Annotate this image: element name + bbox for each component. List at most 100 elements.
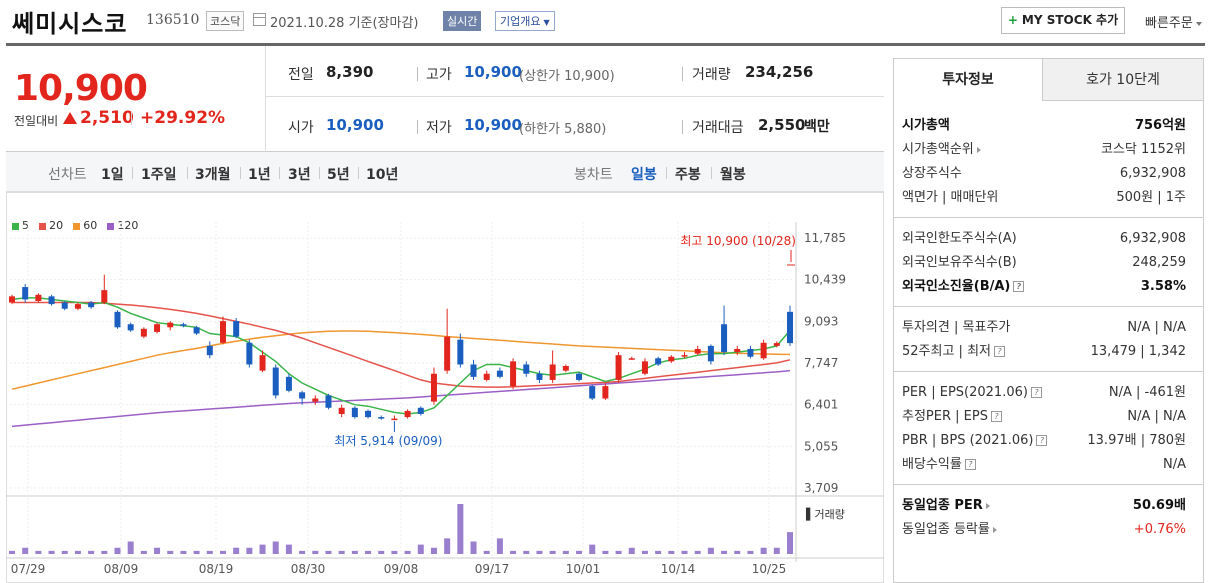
x-tick-label: 08/09 — [104, 562, 139, 576]
help-icon[interactable]: ? — [1013, 281, 1025, 292]
candle-body — [127, 324, 134, 331]
info-row-est-per: 추정PER | EPS? N/A | N/A — [902, 409, 1186, 424]
y-tick-label: 5,055 — [804, 439, 838, 453]
stat-divider — [682, 67, 683, 81]
ma60-line — [11, 330, 791, 390]
candle-body — [787, 311, 793, 344]
period-3m[interactable]: 3개월 — [195, 167, 231, 183]
volume-bar — [219, 550, 226, 554]
mystock-add-button[interactable]: + MY STOCK 추가 — [1001, 7, 1125, 34]
candle-body — [193, 327, 200, 334]
info-row-sector-per[interactable]: 동일업종 PER 50.69배 — [902, 498, 1186, 513]
realtime-button[interactable]: 실시간 — [443, 11, 482, 31]
help-icon[interactable]: ? — [994, 346, 1005, 357]
candle-body — [549, 364, 556, 380]
volume-bar — [233, 547, 240, 554]
candle-body — [773, 343, 780, 346]
candle-body — [404, 410, 411, 418]
candle-body — [9, 296, 15, 303]
candle-body — [365, 410, 372, 418]
info-row-pbr-bps: PBR | BPS (2021.06)? 13.97배 | 780원 — [902, 433, 1186, 448]
volume-bar — [602, 550, 609, 554]
up-arrow-icon — [63, 112, 77, 124]
low-value: 10,900 — [464, 116, 522, 134]
help-icon[interactable]: ? — [1030, 387, 1042, 398]
x-tick-label: 09/17 — [475, 562, 510, 576]
candle-body — [246, 342, 253, 365]
caret-right-icon — [992, 526, 997, 533]
volume-bar — [628, 547, 635, 554]
candle-body — [140, 328, 147, 337]
candle-body — [681, 355, 688, 357]
open-value: 10,900 — [326, 116, 384, 134]
x-tick-label: 08/30 — [291, 562, 326, 576]
info-row-shares: 상장주식수 6,932,908 — [902, 166, 1186, 181]
legend-swatch — [73, 222, 81, 230]
y-tick-label: 9,093 — [804, 314, 838, 328]
info-row-cap-rank[interactable]: 시가총액순위 코스닥 1152위 — [902, 142, 1186, 157]
help-icon[interactable]: ? — [1036, 435, 1048, 446]
candle-body — [74, 304, 81, 309]
period-1d[interactable]: 1일 — [101, 167, 124, 183]
volume-bar — [48, 550, 55, 554]
help-icon[interactable]: ? — [990, 411, 1002, 422]
candle-body — [219, 321, 226, 343]
period-1w[interactable]: 1주일 — [141, 167, 177, 183]
period-5y[interactable]: 5년 — [327, 167, 350, 183]
stock-code: 136510 — [146, 12, 200, 28]
volume-bar — [510, 550, 517, 554]
volume-bar — [707, 547, 714, 554]
tab-quote-10[interactable]: 호가 10단계 — [1043, 59, 1203, 101]
period-1y[interactable]: 1년 — [248, 167, 271, 183]
volume-bar — [259, 544, 266, 554]
legend-swatch — [107, 222, 115, 230]
candle-monthly[interactable]: 월봉 — [720, 167, 746, 183]
corp-overview-dropdown[interactable]: 기업개요 ▼ — [495, 11, 555, 31]
candle-body — [272, 367, 279, 396]
legend-swatch — [12, 222, 19, 230]
candle-body — [694, 348, 701, 354]
candle-body — [641, 361, 648, 374]
volume-bar — [325, 550, 332, 554]
candle-body — [510, 361, 517, 387]
period-3y[interactable]: 3년 — [288, 167, 311, 183]
ma20-line — [12, 301, 791, 388]
stock-chart[interactable]: 5 20 60 120 11,785 10,439 9,093 7,747 6,401 5… — [6, 192, 884, 583]
info-row-market-cap: 시가총액 756억원 — [902, 118, 1186, 133]
candle-body — [101, 290, 108, 303]
candle-daily[interactable]: 일봉 — [631, 167, 657, 183]
x-tick-label: 10/14 — [661, 562, 696, 576]
volume-bar — [470, 541, 477, 554]
candle-body — [312, 398, 319, 402]
period-divider — [319, 167, 320, 179]
volume-bar — [312, 550, 319, 554]
change-rate: +29.92% — [140, 108, 226, 128]
info-row-opinion: 투자의견 | 목표주가 N/A | N/A — [902, 320, 1186, 335]
price-panel: 10,900 전일대비 2,510 +29.92% 전일 8,390 고가 10… — [6, 46, 884, 152]
info-row-sector-rate[interactable]: 동일업종 등락률 +0.76% — [902, 522, 1186, 537]
volume-bar — [417, 544, 424, 554]
volume-bar — [457, 504, 464, 554]
candle-weekly[interactable]: 주봉 — [675, 167, 701, 183]
volume-bar — [430, 547, 437, 554]
candle-body — [602, 386, 609, 399]
market-badge: 코스닥 — [206, 11, 245, 31]
candle-body — [655, 358, 662, 365]
volume-bar — [35, 550, 42, 554]
prev-close-value: 8,390 — [326, 63, 374, 81]
current-price: 10,900 — [14, 68, 148, 109]
volume-bar — [668, 550, 675, 554]
legend-ma120: 120 — [107, 219, 138, 232]
help-icon[interactable]: ? — [964, 459, 976, 470]
volume-bar — [22, 547, 29, 554]
candle-body — [760, 342, 767, 359]
period-10y[interactable]: 10년 — [366, 167, 399, 183]
candle-body — [734, 348, 741, 353]
stat-divider — [417, 120, 418, 134]
quick-order-dropdown[interactable]: 빠른주문 — [1145, 12, 1202, 31]
info-row-face-value: 액면가 | 매매단위 500원 | 1주 — [902, 190, 1186, 205]
company-name: 쎄미시스코 — [12, 10, 128, 38]
tab-invest-info[interactable]: 투자정보 — [894, 59, 1043, 101]
candle-body — [496, 370, 503, 377]
info-row-52w: 52주최고 | 최저? 13,479 | 1,342 — [902, 344, 1186, 359]
